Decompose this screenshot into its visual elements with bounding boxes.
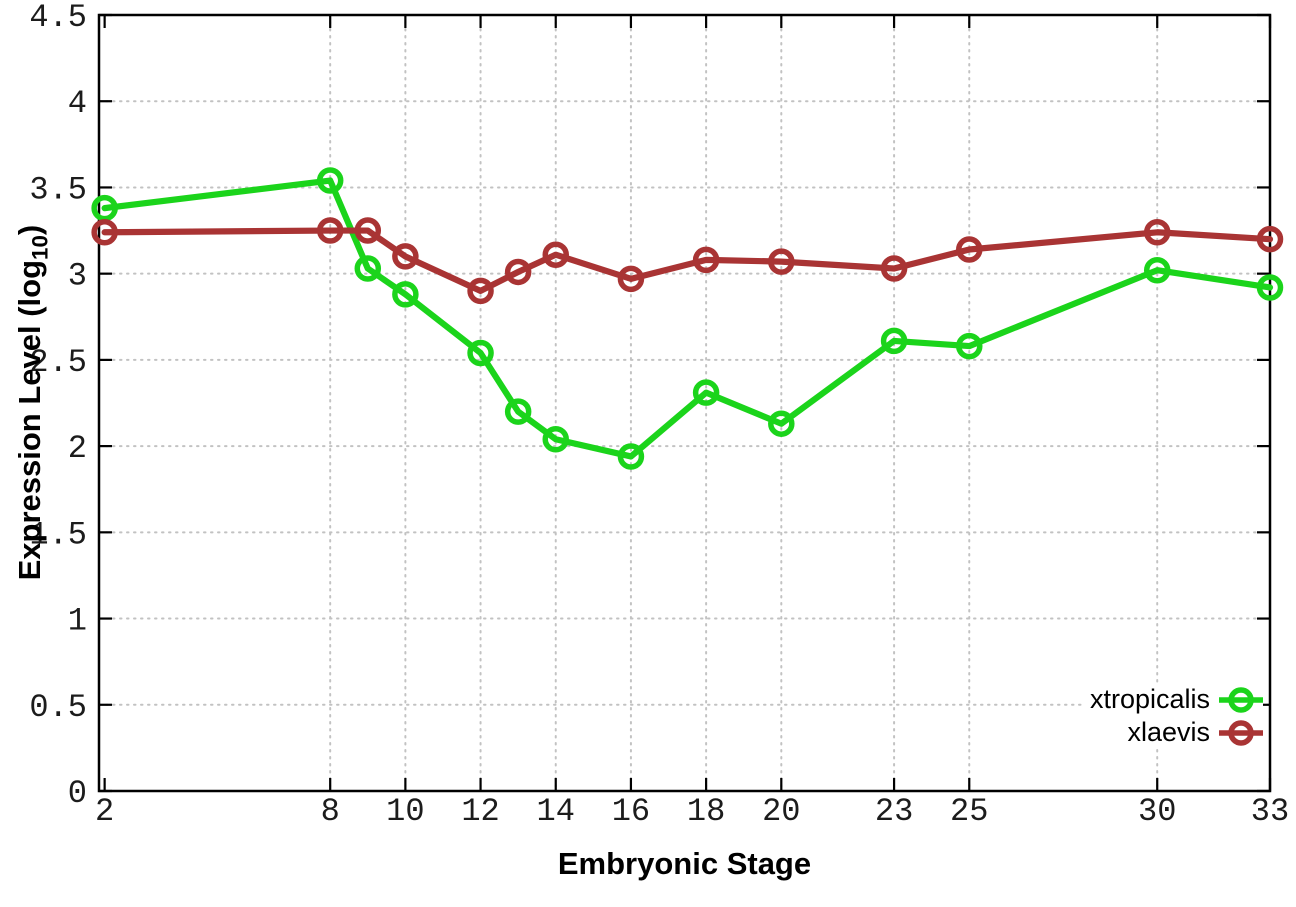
- x-tick-label: 25: [950, 793, 988, 830]
- xtropicalis-point-stage-9: [354, 255, 382, 282]
- y-axis-title-text: Expression Level (log: [12, 260, 48, 581]
- x-tick-label: 33: [1251, 793, 1289, 830]
- x-tick-labels: 2 8 10 12 14 16 18 20 23 25 30 33: [95, 793, 1289, 830]
- xlaevis-point-stage-12: [467, 277, 494, 305]
- xtropicalis-sample-svg: [1219, 686, 1263, 713]
- xtropicalis-point-stage-16: [617, 443, 645, 470]
- xlaevis-point-stage-13: [504, 258, 532, 286]
- legend-sample-xtropicalis-icon: [1219, 685, 1263, 715]
- x-tick-label: 18: [687, 793, 725, 830]
- xtropicalis-point-stage-8: [316, 167, 344, 194]
- xlaevis-point-stage-9: [354, 217, 382, 244]
- xlaevis-point-stage-14: [542, 241, 569, 268]
- xtropicalis-point-stage-13: [504, 398, 532, 425]
- xlaevis-point-stage-10: [392, 243, 419, 270]
- xtropicalis-point-stage-18: [692, 379, 720, 406]
- y-axis-title-suffix: ): [12, 225, 48, 236]
- x-axis-title-wrap: Embryonic Stage: [99, 846, 1270, 882]
- xlaevis-point-stage-30: [1143, 219, 1171, 246]
- y-tick-label: 3: [68, 258, 87, 295]
- y-axis-title-wrap: Expression Level (log10): [10, 0, 56, 806]
- legend-label-xtropicalis: xtropicalis: [1089, 684, 1210, 714]
- y-tick-label: 1: [68, 603, 87, 640]
- xlaevis-point-stage-18: [692, 246, 720, 274]
- xtropicalis-point-stage-30: [1143, 256, 1171, 284]
- xtropicalis-point-stage-12: [467, 339, 494, 367]
- y-tick-label: 1.5: [29, 516, 87, 553]
- series-xlaevis-markers: [91, 217, 1284, 305]
- xtropicalis-point-stage-10: [392, 281, 419, 308]
- xtropicalis-point-stage-14: [542, 425, 569, 453]
- x-tick-label: 23: [875, 793, 913, 830]
- xtropicalis-point-stage-33: [1256, 274, 1284, 301]
- xtropicalis-point-stage-20: [768, 410, 795, 437]
- xtropicalis-point-stage-23: [880, 327, 908, 355]
- legend-item-xlaevis: xlaevis: [1127, 716, 1263, 749]
- x-tick-label: 30: [1138, 793, 1176, 830]
- y-tick-label: 4.5: [29, 0, 87, 36]
- y-tick-labels: 0 0.5 1 1.5 2 2.5 3 3.5 4 4.5: [29, 0, 87, 812]
- xlaevis-point-stage-23: [880, 255, 908, 282]
- xlaevis-sample-svg: [1219, 719, 1263, 746]
- series-xtropicalis-markers: [91, 167, 1284, 470]
- y-tick-label: 3.5: [29, 171, 87, 208]
- series-xlaevis-line: [101, 227, 1274, 295]
- y-tick-label: 2.5: [29, 344, 87, 381]
- xtropicalis-point-stage-25: [956, 332, 983, 360]
- legend-item-xtropicalis: xtropicalis: [1090, 683, 1263, 716]
- y-tick-label: 0: [68, 775, 87, 812]
- x-tick-label: 20: [762, 793, 800, 830]
- xlaevis-point-stage-25: [956, 236, 983, 263]
- legend-label-xlaevis: xlaevis: [1127, 717, 1210, 747]
- y-axis-title: Expression Level (log10): [12, 225, 53, 581]
- xlaevis-point-stage-2: [91, 219, 118, 246]
- xlaevis-point-stage-16: [617, 265, 645, 293]
- series-xtropicalis-line: [101, 177, 1274, 460]
- xtropicalis-point-stage-2: [91, 194, 118, 222]
- y-axis-title-subscript: 10: [27, 235, 53, 261]
- legend-sample-xlaevis-icon: [1219, 718, 1263, 748]
- legend: xtropicalis xlaevis: [1083, 683, 1263, 749]
- x-tick-label: 2: [95, 793, 114, 830]
- axis-ticks: [99, 13, 1272, 793]
- xlaevis-point-stage-20: [768, 248, 795, 275]
- x-tick-label: 12: [461, 793, 499, 830]
- gridlines: [98, 14, 1271, 792]
- x-axis-title: Embryonic Stage: [557, 846, 812, 881]
- y-tick-label: 2: [68, 430, 87, 467]
- xlaevis-point-stage-8: [316, 217, 344, 244]
- xlaevis-point-stage-33: [1256, 225, 1284, 253]
- y-tick-label: 4: [68, 85, 87, 122]
- x-tick-label: 16: [612, 793, 650, 830]
- x-tick-label: 10: [386, 793, 424, 830]
- y-tick-label: 0.5: [29, 689, 87, 726]
- plot-border: [97, 13, 1272, 793]
- x-tick-label: 8: [321, 793, 340, 830]
- x-tick-label: 14: [537, 793, 575, 830]
